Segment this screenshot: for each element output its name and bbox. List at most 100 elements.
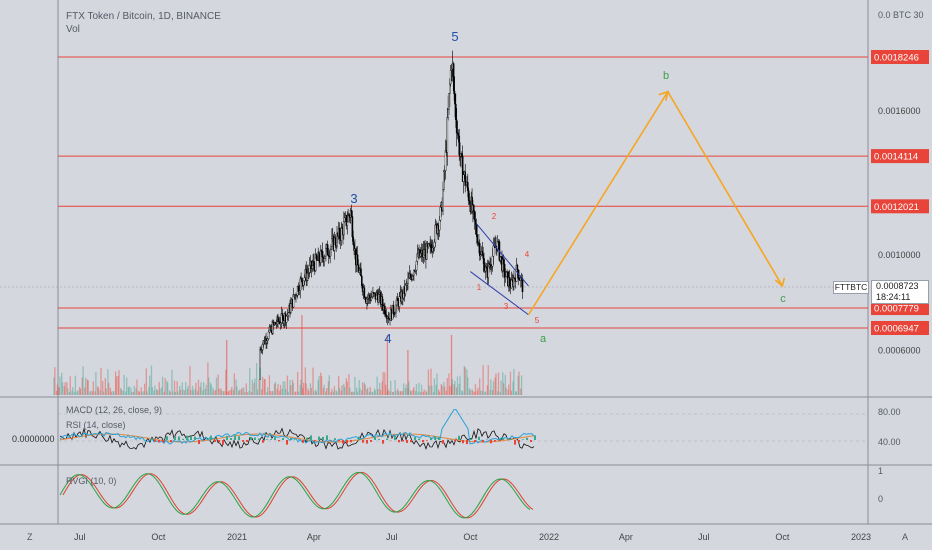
volume-bar-73: [146, 391, 148, 395]
volume-bar-53: [120, 389, 123, 395]
volume-bar-324: [468, 388, 471, 395]
candle-body-84: [331, 238, 333, 247]
volume-bar-315: [456, 376, 459, 395]
macd-hist-bar: [462, 440, 464, 444]
volume-bar-128: [217, 374, 219, 395]
volume-bar-345: [495, 373, 497, 395]
level-label-bg-0: [871, 50, 929, 64]
volume-bar-313: [454, 380, 456, 395]
volume-bar-287: [420, 384, 423, 395]
volume-bar-52: [120, 388, 122, 395]
candle-body-204: [433, 241, 436, 248]
volume-bar-258: [384, 372, 386, 395]
volume-bar-266: [394, 380, 396, 395]
candle-body-119: [361, 275, 363, 286]
macd-hist-bar: [474, 440, 476, 442]
volume-bar-210: [322, 388, 324, 395]
volume-bar-21: [79, 388, 82, 395]
level-label-2: 0.0012021: [874, 202, 919, 213]
candle-body-183: [415, 261, 418, 271]
volume-bar-303: [441, 385, 443, 395]
candle-body-55: [306, 273, 308, 281]
macd-hist-bar: [230, 438, 232, 440]
volume-bar-148: [243, 387, 245, 395]
macd-hist-bar: [310, 435, 312, 440]
volume-bar-76: [150, 365, 153, 395]
volume-bar-113: [197, 379, 200, 395]
macd-hist-bar: [394, 435, 396, 440]
volume-bar-183: [287, 391, 289, 395]
volume-bar-278: [409, 390, 412, 395]
volume-bar-240: [361, 390, 363, 395]
volume-bar-337: [485, 391, 487, 395]
volume-bar-154: [250, 391, 253, 395]
volume-bar-184: [289, 380, 291, 395]
macd-label[interactable]: MACD (12, 26, close, 9): [66, 405, 163, 415]
volume-bar-130: [220, 388, 222, 395]
volume-bar-317: [459, 375, 461, 395]
volume-bar-245: [367, 387, 369, 395]
volume-bar-176: [279, 390, 281, 395]
volume-bar-300: [438, 389, 440, 395]
volume-bar-26: [86, 379, 89, 395]
volume-bar-207: [318, 376, 320, 395]
volume-bar-84: [161, 387, 163, 395]
volume-bar-87: [164, 378, 166, 395]
candle-body-226: [452, 63, 455, 77]
volume-bar-57: [126, 377, 128, 395]
volume-bar-127: [215, 377, 218, 395]
zoom-button[interactable]: Z: [27, 532, 33, 542]
time-tick-10: 2023: [851, 532, 871, 542]
macd-hist-bar: [302, 440, 304, 443]
candle-body-211: [439, 207, 442, 221]
candle-body-128: [368, 294, 371, 298]
volume-bar-36: [99, 390, 101, 395]
volume-bar-200: [309, 383, 312, 395]
candle-body-210: [438, 220, 441, 231]
volume-bar-25: [85, 377, 87, 395]
candle-body-69: [318, 252, 320, 262]
candle-body-61: [311, 265, 314, 269]
candle-body-161: [396, 298, 399, 302]
macd-hist-bar: [322, 436, 324, 440]
auto-scale-button[interactable]: A: [902, 532, 909, 542]
macd-hist-bar: [458, 435, 460, 440]
macd-hist-bar: [426, 440, 428, 441]
macd-hist-bar: [370, 440, 372, 442]
volume-bar-357: [510, 390, 512, 395]
rsi-tick-40: 40.00: [878, 437, 901, 447]
volume-bar-293: [428, 385, 430, 395]
volume-bar-117: [202, 382, 205, 395]
macd-hist-bar: [362, 440, 364, 443]
volume-bar-341: [490, 379, 492, 395]
volume-bar-126: [214, 389, 217, 395]
rvgi-label[interactable]: RVGI (10, 0): [66, 476, 117, 486]
volume-bar-225: [341, 385, 343, 395]
candle-body-77: [325, 248, 327, 257]
volume-bar-62: [132, 391, 135, 395]
volume-bar-322: [466, 369, 468, 395]
volume-bar-189: [295, 391, 297, 395]
volume-bar-8: [63, 386, 65, 395]
rsi-label[interactable]: RSI (14, close): [66, 420, 126, 430]
macd-hist-bar: [342, 440, 344, 444]
volume-bar-152: [248, 391, 250, 395]
volume-bar-301: [438, 391, 441, 395]
volume-bar-43: [108, 382, 110, 395]
candle-body-139: [378, 294, 380, 303]
macd-hist-bar: [170, 440, 172, 443]
macd-hist-bar: [314, 440, 316, 441]
volume-bar-328: [473, 391, 476, 395]
volume-bar-355: [508, 384, 510, 395]
candle-body-157: [393, 313, 396, 315]
candle-body-3: [261, 344, 264, 351]
volume-bar-218: [332, 391, 335, 395]
volume-bar-93: [172, 391, 174, 395]
volume-bar-71: [143, 383, 146, 395]
volume-bar-120: [207, 362, 209, 395]
volume-bar-306: [445, 390, 448, 395]
volume-bar-195: [302, 382, 305, 395]
volume-bar-201: [310, 387, 312, 395]
volume-bar-202: [312, 367, 314, 395]
